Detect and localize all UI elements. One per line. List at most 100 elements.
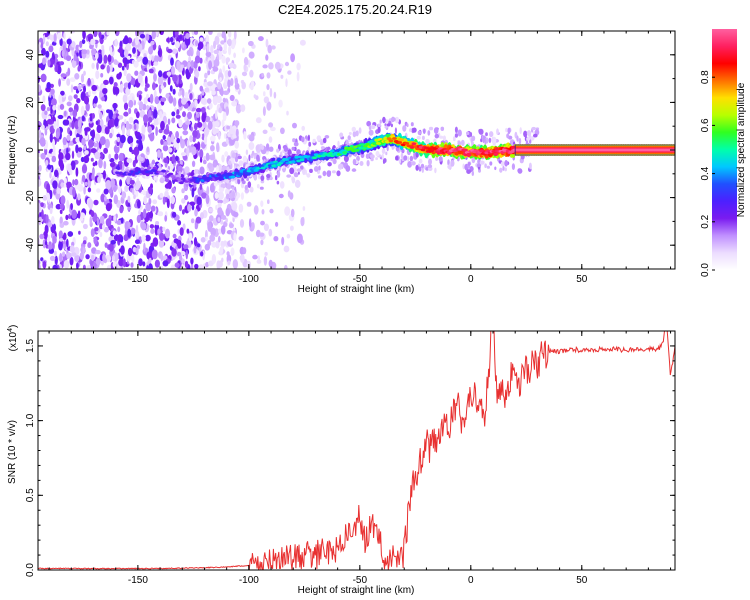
noise-cell	[428, 158, 432, 166]
noise-cell	[172, 88, 176, 95]
noise-cell	[59, 61, 65, 66]
noise-cell	[273, 236, 279, 242]
noise-cell	[454, 126, 458, 133]
noise-cell	[202, 121, 207, 128]
noise-cell	[122, 37, 129, 45]
noise-cell	[131, 254, 135, 264]
x-tick-label: -150	[128, 274, 148, 285]
noise-cell	[93, 31, 98, 38]
noise-cell	[277, 170, 281, 178]
ridge-cell	[312, 156, 317, 160]
noise-cell	[287, 190, 291, 198]
colorbar-tick-label: 0.8	[700, 70, 711, 84]
noise-cell	[118, 45, 123, 54]
noise-cell	[77, 210, 81, 219]
noise-cell	[467, 162, 471, 166]
noise-cell	[38, 153, 42, 158]
noise-cell	[177, 165, 183, 174]
noise-cell	[199, 157, 203, 163]
noise-cell	[62, 136, 67, 146]
noise-cell	[77, 119, 82, 129]
noise-cell	[187, 72, 191, 78]
ridge-cell	[321, 154, 326, 158]
noise-cell	[167, 118, 171, 125]
noise-cell	[248, 142, 255, 150]
noise-cell	[203, 135, 208, 145]
noise-cell	[218, 235, 221, 243]
noise-cell	[244, 184, 248, 191]
snr-series-line	[38, 331, 675, 570]
snr-frame	[37, 330, 676, 571]
noise-cell	[48, 221, 53, 228]
noise-cell	[159, 111, 163, 119]
noise-cell	[112, 113, 116, 120]
noise-cell	[489, 131, 494, 138]
noise-cell	[40, 104, 46, 112]
noise-cell	[166, 231, 169, 236]
noise-cell	[121, 191, 127, 199]
noise-cell	[300, 217, 305, 227]
noise-cell	[143, 97, 148, 105]
noise-cell	[203, 41, 206, 46]
ridge-cell	[500, 150, 506, 154]
noise-cell	[70, 252, 77, 257]
noise-cell	[102, 109, 105, 117]
noise-cell	[471, 156, 476, 164]
noise-cell	[93, 142, 98, 148]
noise-cell	[273, 91, 277, 99]
noise-cell	[173, 138, 177, 148]
noise-cell	[42, 261, 47, 269]
noise-cell	[85, 254, 90, 260]
noise-cell	[252, 254, 258, 260]
noise-cell	[496, 128, 499, 135]
ridge-cell	[134, 172, 140, 175]
noise-cell	[296, 233, 303, 244]
noise-cell	[204, 72, 208, 79]
noise-cell	[71, 150, 75, 159]
noise-cell	[262, 64, 268, 69]
noise-cell	[42, 95, 46, 103]
noise-cell	[176, 109, 180, 115]
ridge-cell	[297, 155, 303, 159]
noise-cell	[200, 212, 204, 220]
noise-cell	[145, 33, 150, 41]
noise-cell	[88, 90, 91, 96]
ridge-cell	[219, 177, 225, 181]
ridge-cell	[193, 176, 199, 180]
noise-cell	[196, 113, 200, 118]
noise-cell	[229, 128, 236, 135]
noise-cell	[83, 186, 86, 195]
noise-cell	[84, 128, 88, 136]
noise-cell	[88, 199, 94, 209]
noise-cell	[49, 132, 53, 143]
noise-cell	[326, 170, 332, 178]
noise-cell	[176, 60, 181, 71]
noise-cell	[339, 163, 344, 169]
noise-cell	[229, 94, 235, 102]
noise-cell	[38, 41, 42, 51]
noise-cell	[77, 193, 81, 201]
noise-cell	[213, 49, 219, 55]
noise-cell	[60, 182, 65, 188]
noise-cell	[225, 187, 231, 196]
noise-cell	[107, 54, 112, 63]
noise-cell	[145, 234, 151, 242]
noise-cell	[478, 128, 484, 135]
noise-cell	[151, 249, 158, 260]
noise-cell	[41, 209, 44, 220]
noise-cell	[59, 37, 63, 47]
noise-cell	[97, 53, 103, 64]
noise-cell	[99, 231, 103, 238]
noise-cell	[195, 40, 198, 46]
ridge-cell	[358, 146, 364, 150]
noise-cell	[40, 202, 44, 208]
noise-cell	[447, 164, 452, 170]
noise-cell	[120, 217, 124, 224]
ridge-cell	[463, 148, 468, 152]
noise-cell	[301, 125, 306, 131]
noise-cell	[194, 99, 198, 107]
x-tick-label: -50	[353, 575, 368, 586]
noise-cell	[265, 54, 269, 61]
noise-cell	[269, 208, 274, 214]
noise-cell	[63, 243, 66, 249]
